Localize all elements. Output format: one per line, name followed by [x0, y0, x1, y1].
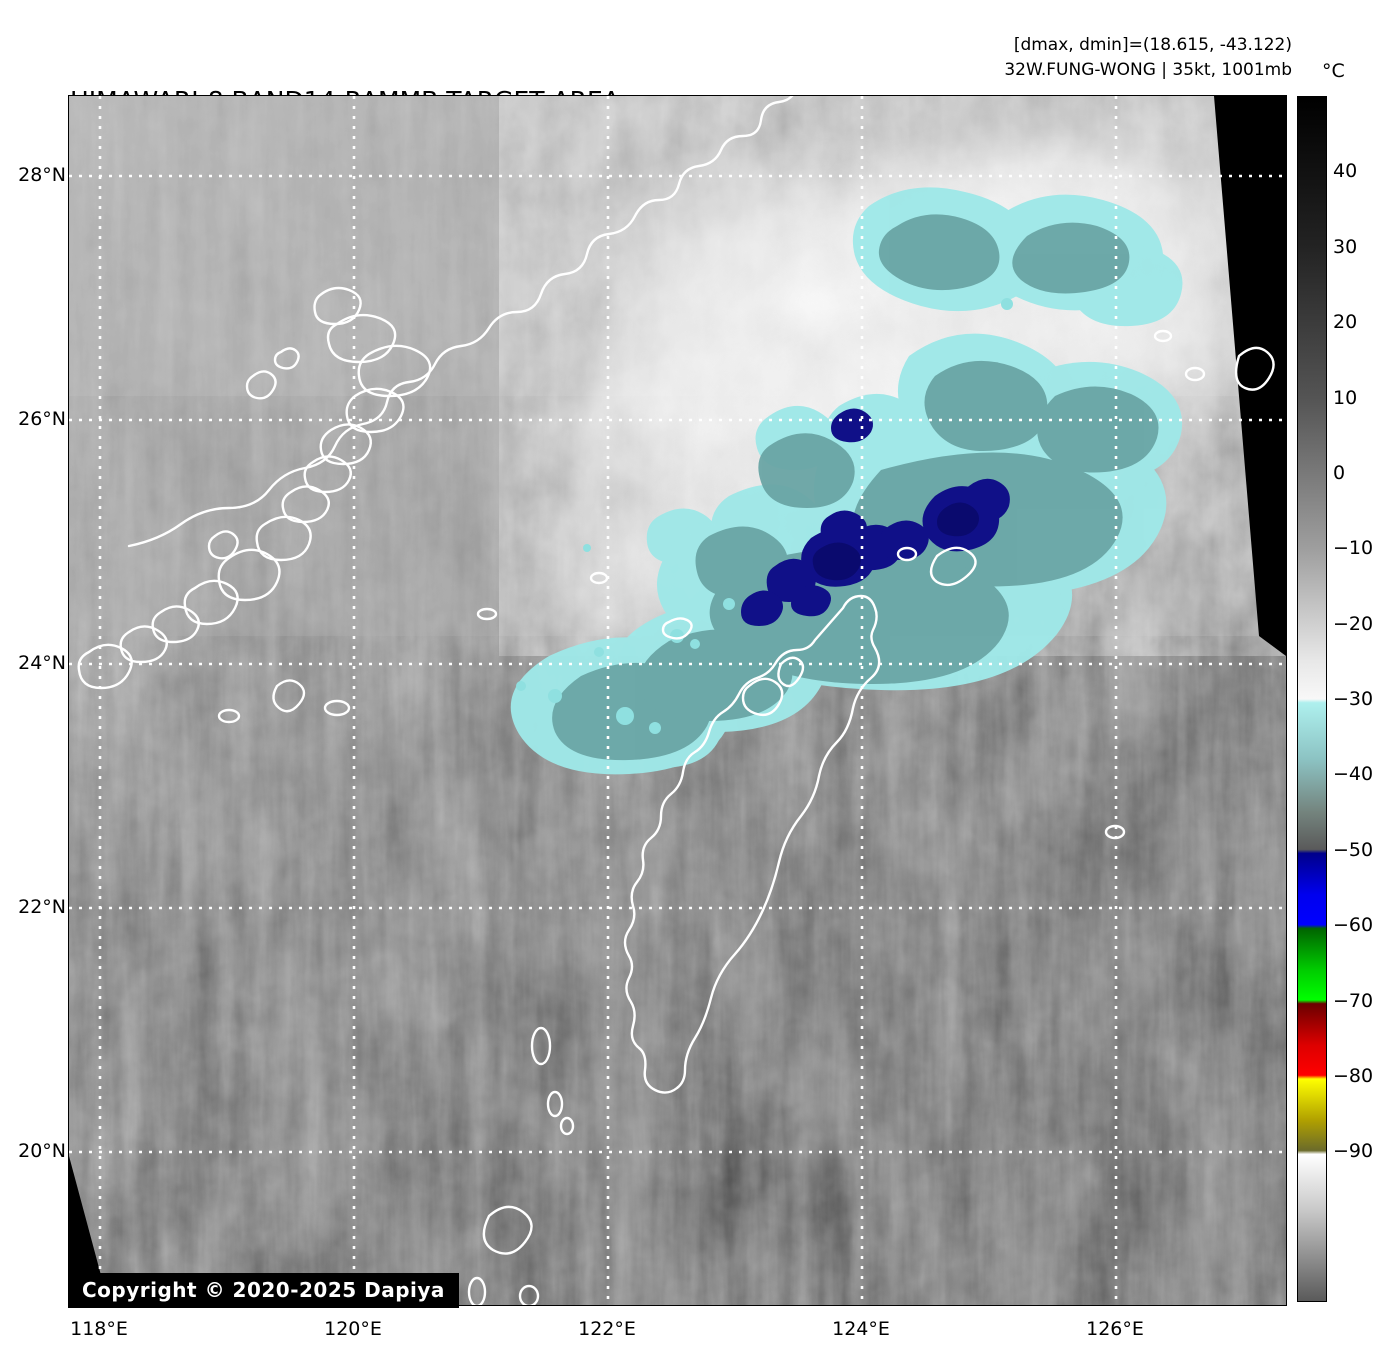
colorbar-tick-label: −60 [1333, 914, 1374, 937]
satellite-image-plot[interactable] [68, 95, 1287, 1306]
satellite-imagery [69, 96, 1286, 1305]
copyright-banner: Copyright © 2020-2025 Dapiya [68, 1273, 459, 1308]
colorbar-tick-label: −10 [1333, 537, 1374, 560]
colorbar-tick-label: −90 [1333, 1140, 1374, 1163]
ytick-label: 24°N [18, 652, 66, 674]
ytick-label: 20°N [18, 1140, 66, 1162]
colorbar-tick-label: 10 [1333, 386, 1358, 409]
dminmax-text: [dmax, dmin]=(18.615, -43.122) [1013, 35, 1292, 55]
colorbar-tick-label: 0 [1333, 461, 1346, 484]
xtick-label: 120°E [324, 1318, 382, 1340]
colorbar-tick-label: 30 [1333, 235, 1358, 258]
storm-info-text: 32W.FUNG-WONG | 35kt, 1001mb [1004, 60, 1292, 80]
colorbar-tick-label: 20 [1333, 311, 1358, 334]
ytick-label: 22°N [18, 896, 66, 918]
colorbar-tick-label: 40 [1333, 160, 1358, 183]
ytick-label: 26°N [18, 408, 66, 430]
coastline-overlay [77, 96, 1275, 1305]
xtick-label: 118°E [70, 1318, 128, 1340]
colorbar-gradient [1298, 97, 1326, 1301]
colorbar-unit-label: °C [1322, 60, 1345, 82]
xtick-label: 126°E [1086, 1318, 1144, 1340]
deep-convective-core-inner [812, 502, 979, 581]
colorbar-tick-label: −50 [1333, 838, 1374, 861]
xtick-label: 122°E [578, 1318, 636, 1340]
lat-lon-gridlines [69, 96, 1286, 1305]
colorbar-tick-label: −70 [1333, 989, 1374, 1012]
temperature-colorbar[interactable] [1297, 96, 1327, 1302]
metadata-block: [dmax, dmin]=(18.615, -43.122) 32W.FUNG-… [1004, 33, 1292, 83]
ytick-label: 28°N [18, 164, 66, 186]
colorbar-tick-label: −80 [1333, 1064, 1374, 1087]
xtick-label: 124°E [832, 1318, 890, 1340]
colorbar-tick-label: −30 [1333, 688, 1374, 710]
colorbar-tick-label: −20 [1333, 612, 1374, 635]
colorbar-tick-label: −40 [1333, 763, 1374, 786]
scattered-cold-cells [516, 298, 1013, 734]
